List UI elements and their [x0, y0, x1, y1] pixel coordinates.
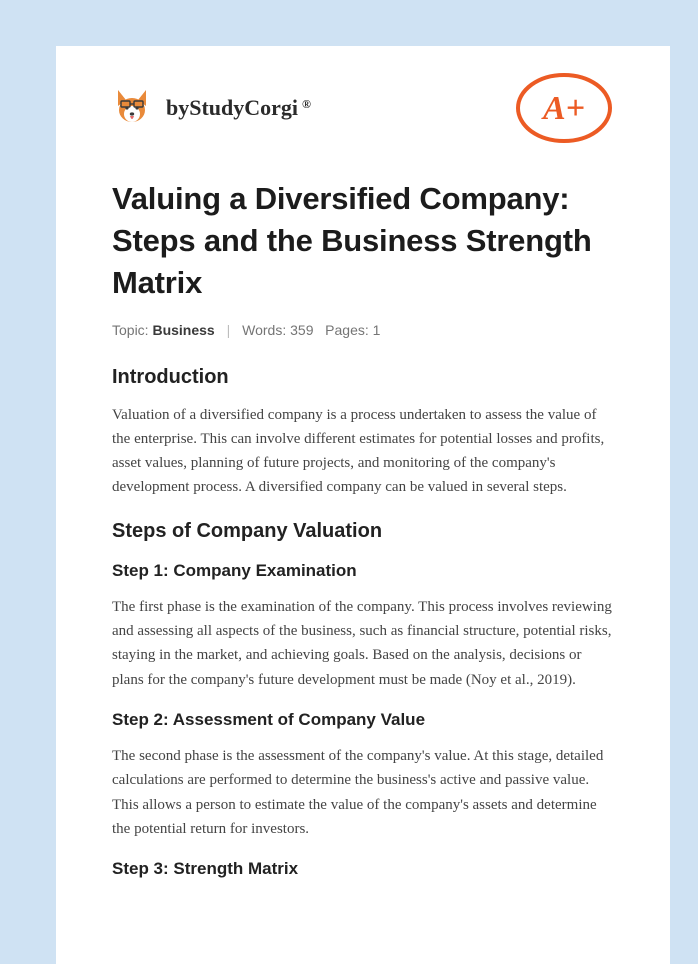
step2-body: The second phase is the assessment of th… [112, 744, 614, 841]
step2-heading: Step 2: Assessment of Company Value [112, 710, 614, 730]
brand-block: by StudyCorgi ® [112, 86, 311, 130]
page-background: by StudyCorgi ® A+ Valuing a Diversified… [0, 0, 698, 964]
step1-heading: Step 1: Company Examination [112, 561, 614, 581]
brand-text: by StudyCorgi ® [166, 95, 311, 121]
header-row: by StudyCorgi ® A+ [112, 64, 614, 152]
words-label: Words: [242, 322, 290, 338]
meta-separator: | [227, 322, 231, 338]
page-title: Valuing a Diversified Company: Steps and… [112, 178, 614, 304]
meta-line: Topic: Business | Words: 359 Pages: 1 [112, 322, 614, 338]
words-value: 359 [290, 322, 313, 338]
step3-heading: Step 3: Strength Matrix [112, 859, 614, 879]
intro-heading: Introduction [112, 366, 614, 389]
pages-label: Pages: [325, 322, 372, 338]
topic-label: Topic: [112, 322, 152, 338]
document-card: by StudyCorgi ® A+ Valuing a Diversified… [56, 46, 670, 964]
brand-name: StudyCorgi [189, 95, 298, 121]
topic-value: Business [152, 322, 214, 338]
steps-heading: Steps of Company Valuation [112, 520, 614, 543]
intro-body: Valuation of a diversified company is a … [112, 403, 614, 500]
step1-body: The first phase is the examination of th… [112, 595, 614, 692]
grade-badge-icon: A+ [514, 71, 614, 145]
corgi-logo-icon [112, 86, 152, 130]
brand-by: by [166, 95, 189, 121]
pages-value: 1 [373, 322, 381, 338]
svg-text:A+: A+ [541, 90, 585, 127]
registered-mark: ® [302, 97, 311, 112]
